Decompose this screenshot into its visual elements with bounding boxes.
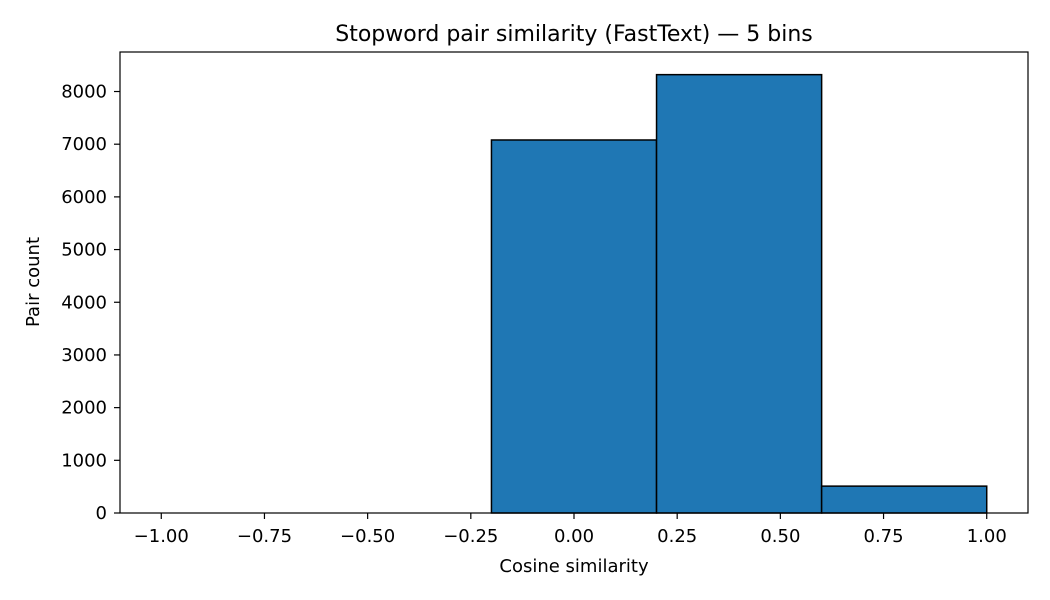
x-tick-label: 0.00	[554, 526, 594, 547]
x-tick-label: 1.00	[967, 526, 1007, 547]
y-tick-label: 7000	[61, 134, 107, 155]
x-tick-label: −0.75	[237, 526, 292, 547]
x-tick-label: 0.75	[864, 526, 904, 547]
x-tick-label: −0.25	[443, 526, 498, 547]
y-tick-label: 4000	[61, 292, 107, 313]
y-tick-label: 8000	[61, 82, 107, 103]
x-axis-ticks: −1.00 −0.75 −0.50 −0.25 0.00 0.25 0.50 0.75 1.00	[134, 513, 1007, 547]
histogram-bar-3	[655, 73, 823, 514]
x-tick-label: 0.50	[760, 526, 800, 547]
y-tick-label: 2000	[61, 398, 107, 419]
y-tick-label: 0	[96, 503, 107, 524]
x-tick-label: 0.25	[657, 526, 697, 547]
y-tick-label: 5000	[61, 240, 107, 261]
histogram-bar-4	[820, 485, 988, 514]
x-tick-label: −1.00	[134, 526, 189, 547]
x-axis-label: Cosine similarity	[499, 556, 649, 577]
chart-title: Stopword pair similarity (FastText) — 5 …	[335, 22, 813, 47]
bars	[490, 73, 988, 514]
y-tick-label: 1000	[61, 450, 107, 471]
x-tick-label: −0.50	[340, 526, 395, 547]
y-tick-label: 6000	[61, 187, 107, 208]
y-axis-label: Pair count	[23, 237, 44, 327]
histogram-bar-2	[490, 139, 658, 514]
y-tick-label: 3000	[61, 345, 107, 366]
y-axis-ticks: 0 1000 2000 3000 4000 5000 6000 7000 8000	[61, 82, 120, 524]
